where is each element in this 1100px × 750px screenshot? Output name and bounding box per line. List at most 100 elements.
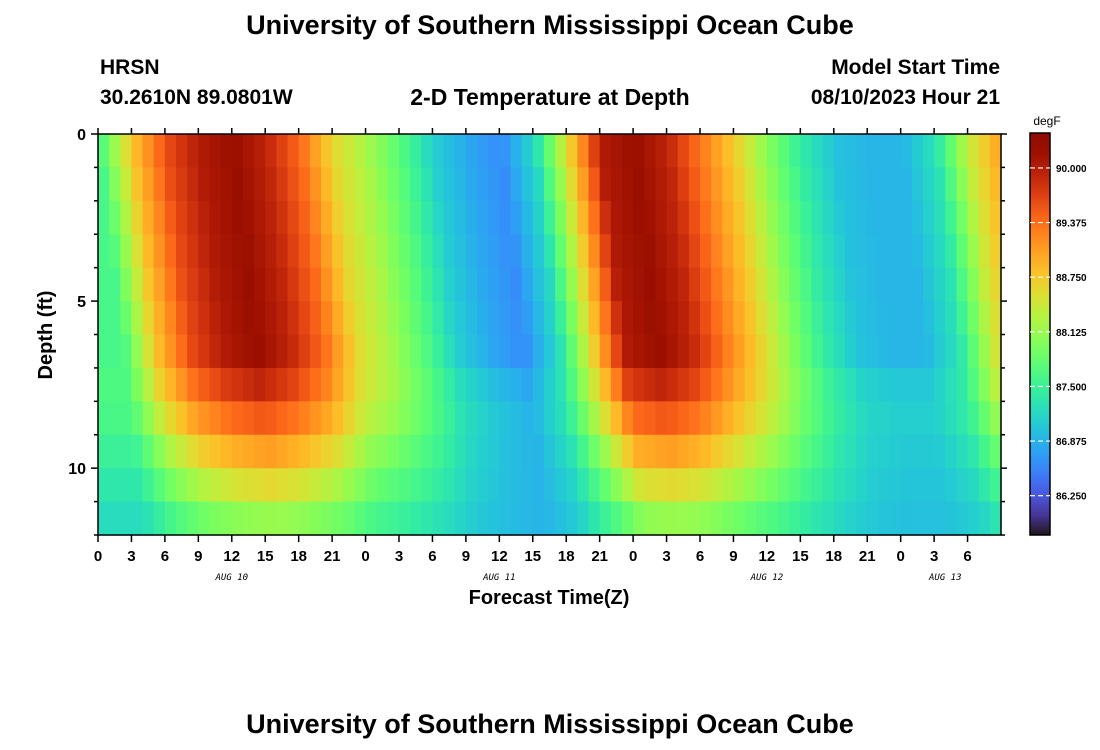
heatmap-cell bbox=[677, 167, 690, 202]
x-tick-label: 3 bbox=[662, 548, 670, 565]
heatmap-cell bbox=[911, 434, 924, 469]
heatmap-cell bbox=[187, 134, 199, 169]
heatmap-cell bbox=[711, 367, 723, 402]
heatmap-cell bbox=[421, 200, 434, 235]
heatmap-cell bbox=[187, 367, 199, 402]
heatmap-cell bbox=[867, 501, 879, 536]
heatmap-cell bbox=[878, 200, 891, 235]
heatmap-cell bbox=[655, 234, 668, 269]
heatmap-cell bbox=[276, 200, 289, 235]
heatmap-cell bbox=[677, 367, 690, 402]
heatmap-cell bbox=[276, 468, 289, 503]
heatmap-cell bbox=[967, 334, 980, 369]
heatmap-cell bbox=[410, 167, 422, 202]
heatmap-cell bbox=[655, 134, 668, 169]
heatmap-cell bbox=[164, 301, 177, 336]
heatmap-cell bbox=[867, 200, 879, 235]
heatmap-cell bbox=[844, 501, 857, 536]
heatmap-cell bbox=[242, 367, 255, 402]
heatmap-cell bbox=[320, 200, 333, 235]
heatmap-cell bbox=[410, 468, 422, 503]
heatmap-cell bbox=[766, 167, 779, 202]
heatmap-cell bbox=[766, 200, 779, 235]
x-tick-label: 21 bbox=[591, 548, 608, 565]
heatmap-cell bbox=[800, 434, 813, 469]
heatmap-cell bbox=[465, 167, 478, 202]
heatmap-cell bbox=[343, 501, 356, 536]
heatmap-cell bbox=[800, 334, 813, 369]
heatmap-cell bbox=[833, 501, 846, 536]
heatmap-cell bbox=[766, 267, 779, 302]
heatmap-cell bbox=[510, 134, 523, 169]
heatmap-cell bbox=[789, 501, 801, 536]
heatmap-cell bbox=[532, 234, 545, 269]
heatmap-cell bbox=[677, 301, 690, 336]
heatmap-cell bbox=[209, 200, 222, 235]
heatmap-cell bbox=[655, 434, 668, 469]
heatmap-cell bbox=[744, 334, 757, 369]
heatmap-cell bbox=[265, 167, 277, 202]
heatmap-cell bbox=[566, 234, 578, 269]
heatmap-cell bbox=[477, 200, 489, 235]
heatmap-cell bbox=[120, 401, 133, 436]
heatmap-cell bbox=[844, 200, 857, 235]
heatmap-cell bbox=[688, 367, 701, 402]
heatmap-cell bbox=[800, 301, 813, 336]
heatmap-cell bbox=[956, 468, 969, 503]
heatmap-cell bbox=[911, 167, 924, 202]
heatmap-cell bbox=[532, 334, 545, 369]
heatmap-cell bbox=[989, 200, 1002, 235]
heatmap-cell bbox=[666, 134, 679, 169]
heatmap-cell bbox=[499, 367, 512, 402]
heatmap-cell bbox=[878, 401, 891, 436]
heatmap-cell bbox=[889, 334, 902, 369]
heatmap-cell bbox=[176, 367, 188, 402]
heatmap-cell bbox=[878, 367, 891, 402]
heatmap-cell bbox=[733, 234, 746, 269]
heatmap-cell bbox=[610, 134, 623, 169]
heatmap-cell bbox=[265, 468, 277, 503]
heatmap-cell bbox=[811, 267, 824, 302]
heatmap-cell bbox=[900, 234, 913, 269]
heatmap-cell bbox=[521, 200, 534, 235]
colorbar-tick-label: 89.375 bbox=[1056, 219, 1087, 230]
x-tick-label: 6 bbox=[428, 548, 436, 565]
heatmap-cell bbox=[945, 468, 958, 503]
heatmap-cell bbox=[198, 468, 211, 503]
heatmap-cell bbox=[109, 167, 121, 202]
heatmap-cell bbox=[755, 167, 768, 202]
heatmap-cell bbox=[867, 468, 879, 503]
heatmap-cell bbox=[543, 234, 556, 269]
heatmap-cell bbox=[521, 301, 534, 336]
heatmap-cell bbox=[722, 267, 735, 302]
heatmap-cell bbox=[543, 401, 556, 436]
heatmap-cell bbox=[666, 468, 679, 503]
heatmap-cell bbox=[477, 501, 489, 536]
y-tick-label: 0 bbox=[77, 127, 86, 144]
heatmap-cell bbox=[543, 134, 556, 169]
heatmap-cell bbox=[499, 301, 512, 336]
heatmap-cell bbox=[488, 367, 500, 402]
heatmap-cell bbox=[778, 200, 790, 235]
heatmap-cell bbox=[867, 267, 879, 302]
heatmap-cell bbox=[711, 167, 723, 202]
heatmap-cell bbox=[231, 334, 244, 369]
heatmap-cell bbox=[432, 234, 445, 269]
heatmap-cell bbox=[588, 401, 601, 436]
heatmap-cell bbox=[599, 334, 612, 369]
heatmap-cell bbox=[454, 401, 467, 436]
heatmap-cell bbox=[878, 167, 891, 202]
heatmap-cell bbox=[131, 267, 144, 302]
heatmap-cell bbox=[421, 301, 434, 336]
heatmap-cell bbox=[510, 167, 523, 202]
heatmap-cell bbox=[376, 167, 389, 202]
model-start-label: Model Start Time bbox=[831, 56, 1000, 79]
heatmap-cell bbox=[254, 234, 266, 269]
heatmap-cell bbox=[811, 301, 824, 336]
heatmap-cell bbox=[98, 401, 110, 436]
heatmap-cell bbox=[320, 468, 333, 503]
heatmap-cell bbox=[187, 401, 199, 436]
heatmap-cell bbox=[610, 434, 623, 469]
heatmap-cell bbox=[789, 167, 801, 202]
heatmap-cell bbox=[555, 200, 567, 235]
